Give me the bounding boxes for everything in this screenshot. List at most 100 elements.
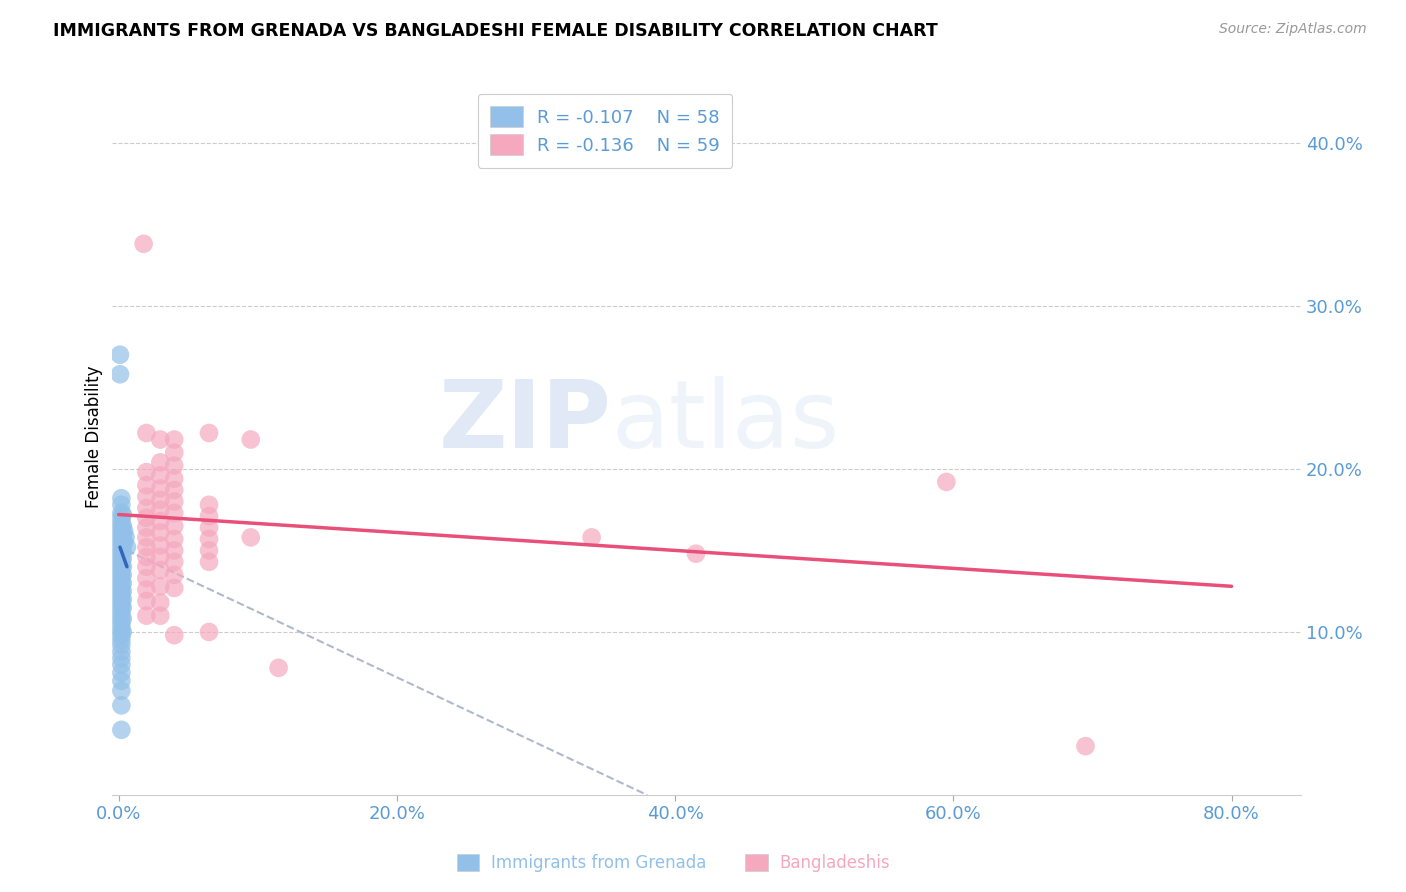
Point (149, 492, 172, 507)
Point (111, 612, 134, 626)
Point (110, 628, 132, 642)
Text: Immigrants from Grenada: Immigrants from Grenada (491, 855, 706, 872)
Point (132, 236, 155, 251)
Point (163, 506, 186, 520)
Point (149, 525, 172, 540)
Point (110, 608, 132, 623)
Point (135, 510, 157, 524)
Point (114, 530, 136, 544)
Point (135, 549, 157, 564)
Point (135, 608, 157, 623)
Legend: R = -0.107    N = 58, R = -0.136    N = 59: R = -0.107 N = 58, R = -0.136 N = 59 (478, 94, 733, 168)
Point (135, 520, 157, 534)
Point (110, 723, 132, 737)
Point (110, 555, 132, 569)
Point (163, 581, 186, 595)
Point (149, 433, 172, 447)
Point (111, 624, 134, 639)
Point (110, 589, 132, 603)
Point (935, 475, 957, 489)
Text: Source: ZipAtlas.com: Source: ZipAtlas.com (1219, 22, 1367, 37)
Point (110, 633, 132, 648)
Point (149, 608, 172, 623)
Point (163, 458, 186, 473)
Point (110, 510, 132, 524)
Point (198, 425, 221, 440)
Point (110, 498, 132, 512)
Point (239, 530, 262, 544)
Point (110, 657, 132, 672)
Point (163, 543, 186, 558)
Point (110, 530, 132, 544)
Point (110, 651, 132, 665)
Point (108, 348, 131, 362)
Point (239, 433, 262, 447)
Point (112, 535, 135, 549)
Point (111, 559, 134, 574)
Point (110, 559, 132, 574)
Point (163, 494, 186, 508)
Point (1074, 739, 1097, 753)
Point (198, 532, 221, 546)
Point (110, 614, 132, 628)
Point (111, 567, 134, 582)
Text: IMMIGRANTS FROM GRENADA VS BANGLADESHI FEMALE DISABILITY CORRELATION CHART: IMMIGRANTS FROM GRENADA VS BANGLADESHI F… (53, 22, 938, 40)
Point (110, 624, 132, 638)
Point (267, 661, 290, 675)
Point (149, 502, 172, 516)
Point (111, 600, 134, 615)
Point (111, 519, 134, 533)
Point (108, 368, 131, 382)
Point (135, 559, 157, 574)
Point (149, 468, 172, 483)
Point (135, 490, 157, 504)
Point (115, 540, 138, 554)
Point (111, 535, 134, 549)
Point (135, 540, 157, 554)
Point (110, 599, 132, 613)
Point (110, 698, 132, 713)
Point (581, 530, 603, 544)
Point (163, 532, 186, 546)
Point (135, 465, 157, 479)
Point (110, 579, 132, 593)
Text: Bangladeshis: Bangladeshis (779, 855, 890, 872)
Point (198, 509, 221, 524)
Point (110, 506, 132, 520)
Point (149, 455, 172, 469)
Point (110, 618, 132, 632)
Point (163, 472, 186, 486)
Point (110, 665, 132, 680)
Point (198, 555, 221, 569)
Point (110, 673, 132, 688)
Point (111, 584, 134, 599)
Point (163, 555, 186, 569)
Point (163, 567, 186, 582)
Point (163, 445, 186, 459)
Point (110, 491, 132, 506)
Point (110, 516, 132, 530)
Point (111, 592, 134, 607)
Point (110, 644, 132, 658)
Point (111, 576, 134, 591)
Point (110, 569, 132, 583)
Point (110, 584, 132, 599)
Point (110, 574, 132, 589)
Point (163, 628, 186, 642)
Point (111, 527, 134, 541)
Point (135, 501, 157, 516)
Point (685, 547, 707, 561)
Point (110, 638, 132, 652)
Point (149, 482, 172, 496)
Point (149, 563, 172, 577)
Point (163, 433, 186, 447)
Point (198, 498, 221, 512)
Point (198, 543, 221, 558)
Point (198, 624, 221, 639)
Point (110, 525, 132, 540)
Point (135, 478, 157, 492)
Point (110, 565, 132, 579)
Point (110, 520, 132, 534)
Point (110, 604, 132, 618)
Point (111, 543, 134, 558)
